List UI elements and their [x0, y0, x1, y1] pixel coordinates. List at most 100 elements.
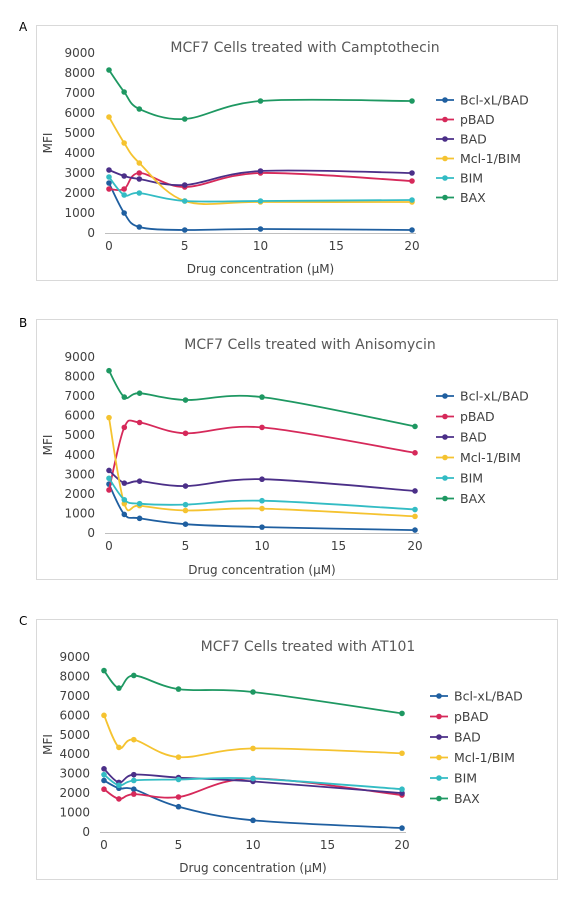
data-point	[136, 224, 143, 230]
legend-swatch-marker	[442, 155, 448, 162]
data-point	[136, 500, 143, 507]
data-point	[182, 397, 189, 403]
data-point	[121, 186, 127, 192]
data-point	[131, 736, 137, 743]
y-tick-label: 1000	[64, 206, 95, 220]
data-point	[175, 794, 182, 800]
data-point	[409, 170, 415, 176]
series-bad	[106, 167, 415, 188]
legend-label: pBAD	[460, 409, 495, 424]
data-point	[121, 192, 127, 198]
data-point	[121, 500, 128, 507]
legend-swatch-marker	[442, 116, 448, 123]
panel-label-c: C	[19, 614, 28, 628]
x-tick-label: 10	[245, 838, 260, 852]
x-tick-label: 15	[331, 539, 346, 553]
y-tick-label: 8000	[64, 370, 95, 384]
data-point	[175, 686, 182, 692]
data-point	[412, 450, 418, 456]
series-bax	[106, 67, 415, 122]
data-point	[250, 745, 256, 752]
y-tick-label: 6000	[59, 708, 90, 722]
series-bax	[101, 667, 405, 717]
legend-label: BAX	[460, 190, 486, 205]
data-point	[412, 513, 418, 520]
data-point	[121, 394, 128, 400]
legend-entry: BAX	[436, 190, 486, 205]
x-tick-label: 0	[100, 838, 108, 852]
data-point	[250, 817, 256, 824]
data-point	[259, 424, 265, 431]
x-tick-label: 20	[407, 539, 422, 553]
legend-label: Mcl-1/BIM	[460, 151, 521, 166]
legend-entry: Mcl-1/BIM	[436, 450, 521, 465]
data-point	[136, 419, 143, 426]
y-tick-label: 2000	[64, 186, 95, 200]
data-point	[175, 803, 182, 810]
series-bcl-xl-bad	[106, 180, 415, 233]
x-axis-label: Drug concentration (μM)	[187, 262, 335, 276]
legend-swatch-marker	[436, 713, 442, 720]
legend-label: BAX	[460, 491, 486, 506]
y-tick-label: 8000	[64, 66, 95, 80]
legend-label: BIM	[460, 171, 483, 186]
data-point	[259, 476, 265, 483]
data-point	[101, 667, 107, 674]
legend-swatch-marker	[442, 495, 448, 502]
data-point	[106, 114, 112, 120]
y-tick-label: 0	[87, 226, 95, 240]
data-point	[131, 777, 137, 784]
legend-entry: Bcl-xL/BAD	[436, 389, 529, 404]
x-tick-label: 0	[105, 239, 113, 253]
data-point	[257, 168, 264, 174]
data-point	[121, 480, 128, 486]
legend-swatch-marker	[436, 775, 442, 781]
data-point	[412, 527, 418, 533]
data-point	[136, 390, 143, 396]
data-point	[116, 744, 122, 751]
chart-panel-2: MCF7 Cells treated with Anisomycin 0 1000 2…	[36, 319, 558, 580]
data-point	[257, 98, 264, 104]
data-point	[101, 777, 107, 784]
legend-entry: BIM	[430, 771, 477, 786]
panel-label-b: B	[19, 316, 28, 330]
legend-swatch-marker	[442, 475, 448, 481]
data-point	[181, 227, 188, 233]
data-point	[175, 754, 182, 760]
data-point	[131, 771, 137, 778]
data-point	[182, 483, 189, 489]
data-point	[121, 424, 128, 431]
chart-panel-1: MCF7 Cells treated with Camptothecin0100…	[36, 25, 558, 281]
data-point	[181, 198, 188, 204]
legend-entry: BAX	[430, 791, 480, 806]
legend-label: pBAD	[454, 709, 489, 724]
data-point	[409, 227, 415, 233]
data-point	[182, 507, 189, 514]
data-point	[259, 524, 265, 530]
y-tick-label: 2000	[59, 786, 90, 800]
legend-swatch-marker	[442, 413, 448, 420]
data-point	[121, 173, 127, 179]
data-point	[136, 160, 143, 166]
data-point	[136, 170, 143, 176]
legend-label: Bcl-xL/BAD	[460, 93, 529, 108]
legend-label: pBAD	[460, 112, 495, 127]
data-point	[101, 786, 107, 793]
data-point	[131, 791, 137, 797]
chart-title: MCF7 Cells treated with Anisomycin	[184, 337, 435, 353]
data-point	[121, 496, 128, 503]
y-tick-label: 0	[82, 825, 90, 839]
legend-entry: BAD	[436, 430, 487, 445]
x-tick-label: 15	[329, 239, 344, 253]
data-point	[259, 497, 265, 504]
y-axis-label: MFI	[41, 133, 55, 154]
y-tick-label: 3000	[64, 467, 95, 481]
y-tick-label: 7000	[59, 689, 90, 703]
x-tick-label: 20	[394, 838, 409, 852]
data-point	[399, 710, 405, 717]
data-point	[409, 98, 415, 104]
data-point	[412, 488, 418, 494]
series-mcl-1-bim	[101, 712, 405, 760]
data-point	[121, 511, 128, 518]
